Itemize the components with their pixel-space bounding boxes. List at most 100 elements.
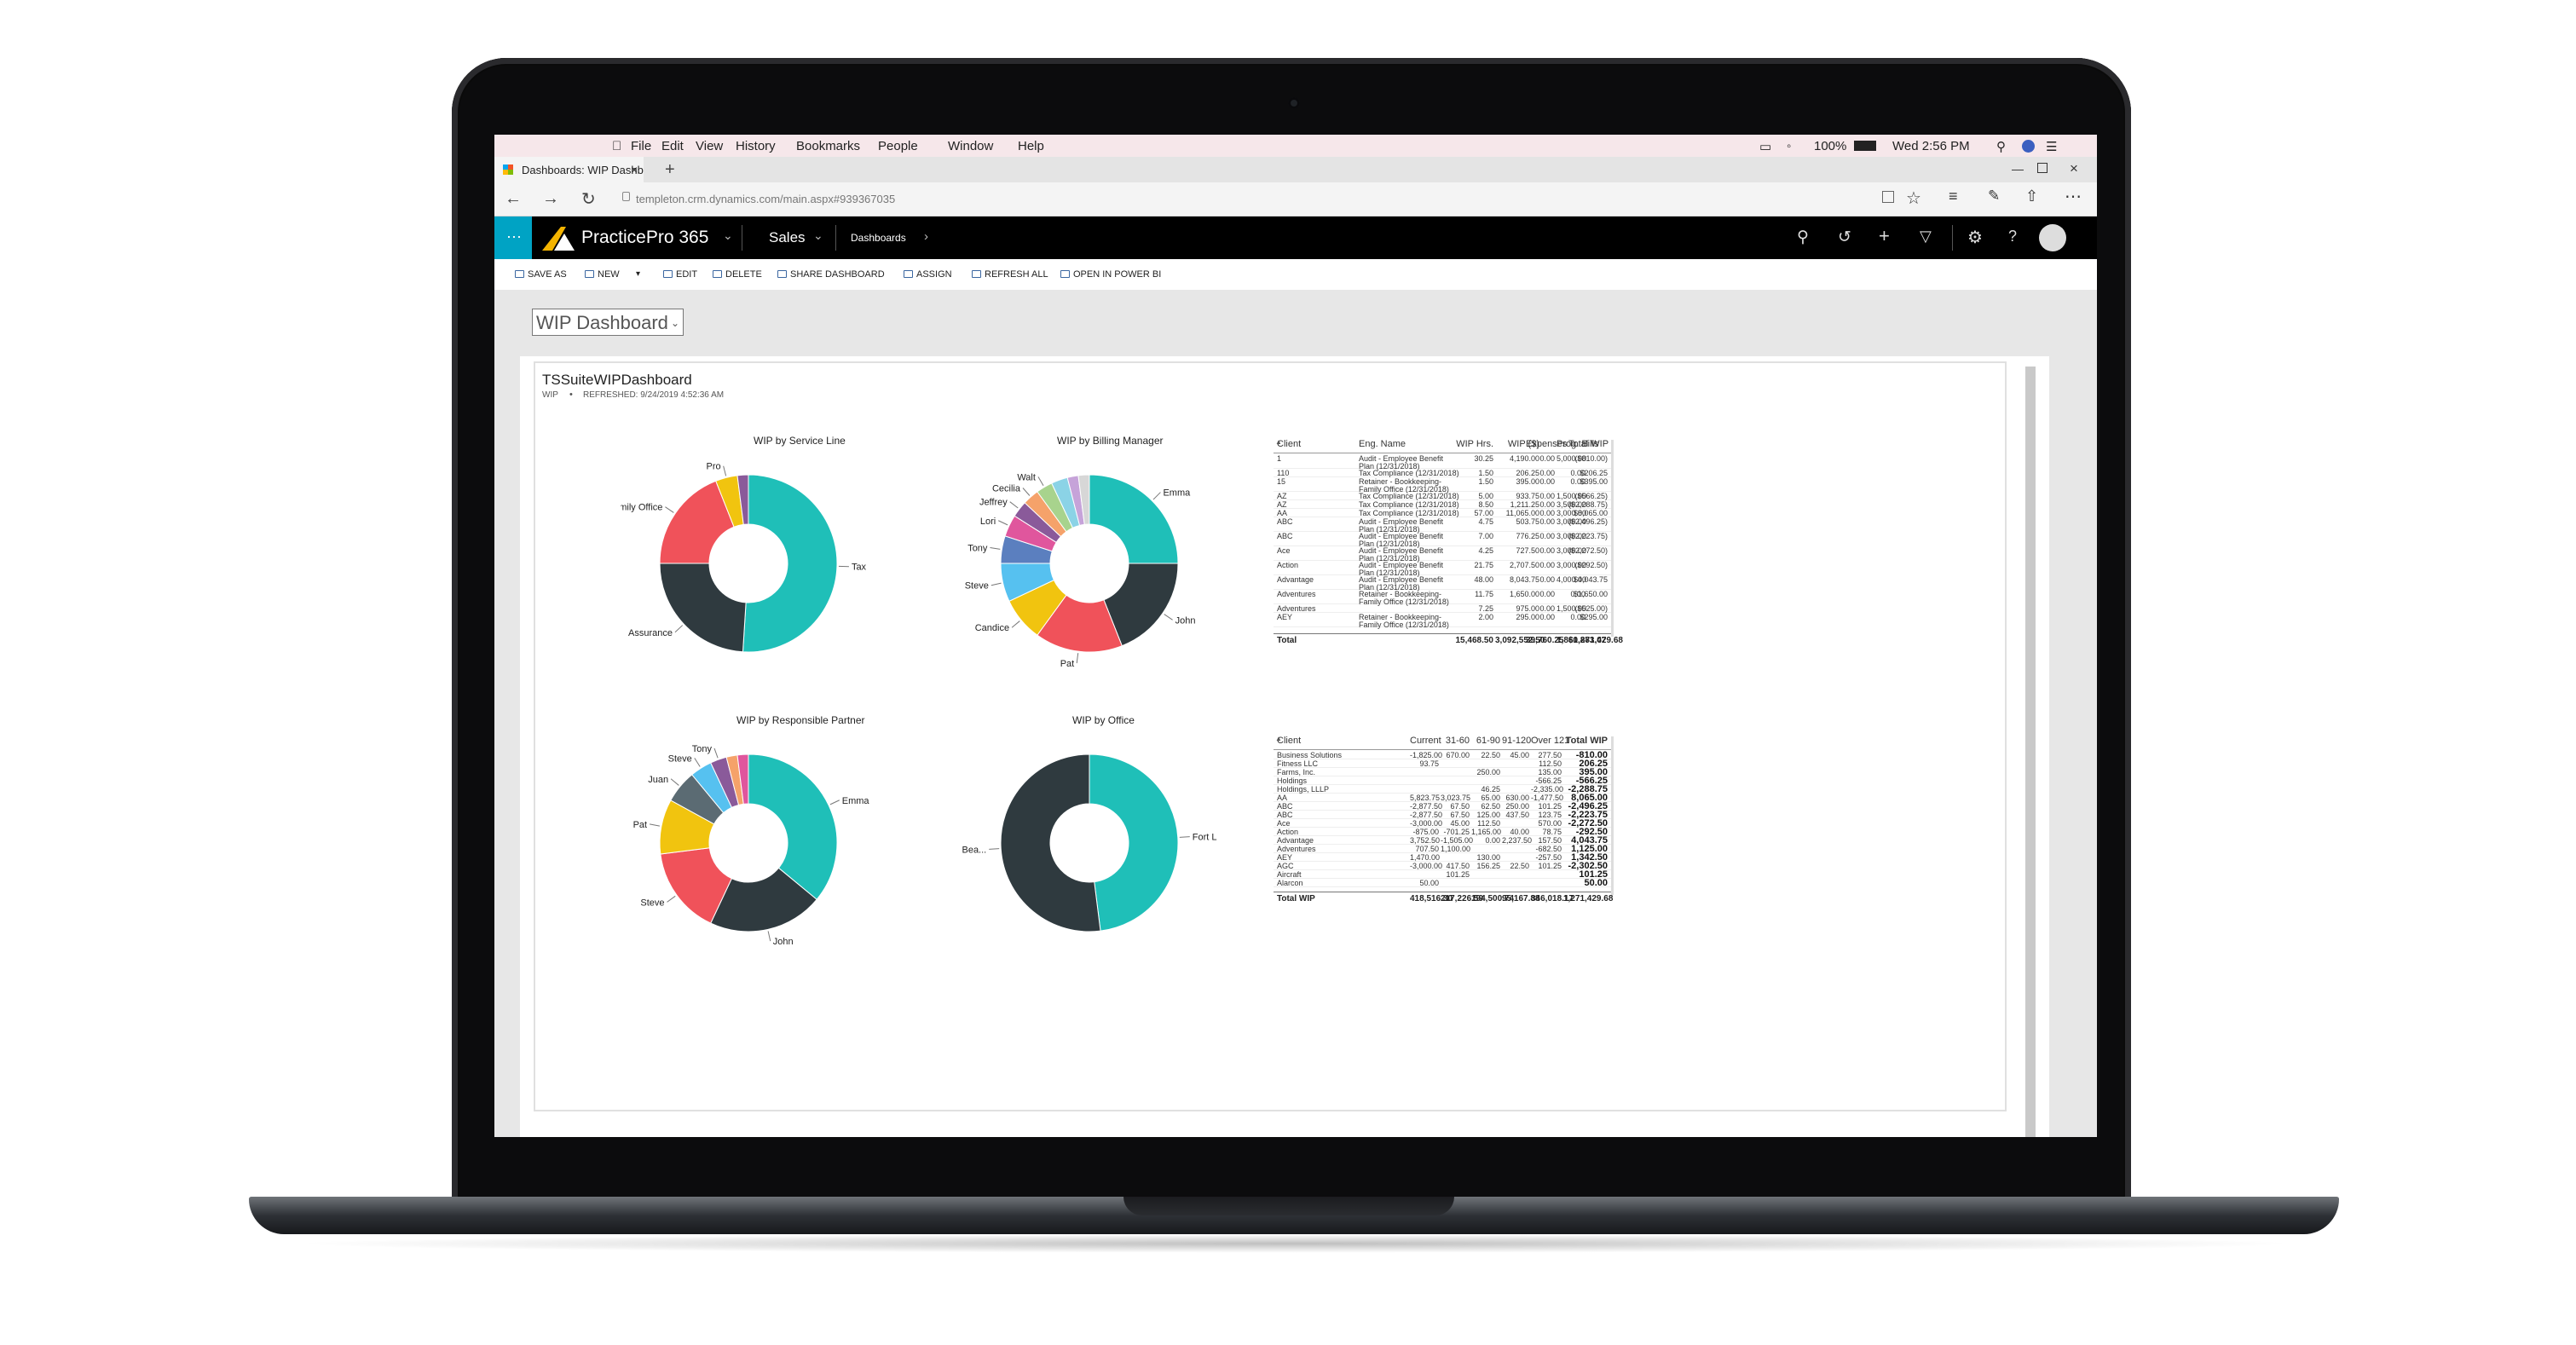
close-tab-icon[interactable]: × (631, 163, 638, 176)
donut-slice-tax[interactable] (742, 474, 838, 653)
forward-icon[interactable]: → (542, 189, 559, 208)
donut-slice-john[interactable] (710, 867, 817, 932)
menu-view[interactable]: View (696, 139, 724, 153)
donut-slice-family-office[interactable] (659, 480, 735, 564)
clock[interactable]: Wed 2:56 PM (1892, 139, 1970, 153)
breadcrumb-chevron-icon[interactable]: › (924, 229, 928, 244)
settings-gear-icon[interactable]: ⚙ (1967, 228, 1983, 247)
save-as-button[interactable]: SAVE AS (515, 269, 567, 280)
breadcrumb-dashboards[interactable]: Dashboards (851, 232, 906, 244)
delete-button[interactable]: DELETE (713, 269, 762, 280)
table-total-cell: $1,271,429.68 (1568, 636, 1623, 645)
open-in-power-bi-button[interactable]: OPEN IN POWER BI (1060, 269, 1161, 280)
menu-people[interactable]: People (878, 139, 918, 153)
hub-icon[interactable]: ≡ (1949, 188, 1958, 205)
close-window-icon[interactable]: × (2070, 160, 2078, 176)
report-subtitle: WIP (542, 390, 558, 400)
reading-view-icon[interactable] (1882, 191, 1894, 203)
table-cell: 110 (1277, 469, 1290, 477)
edit-button[interactable]: EDIT (663, 269, 697, 280)
address-field[interactable]: templeton.crm.dynamics.com/main.aspx#939… (622, 188, 1495, 211)
apple-icon[interactable]:  (612, 139, 621, 153)
share-dashboard-button[interactable]: SHARE DASHBOARD (777, 269, 885, 280)
table-cell: 65.00 (1481, 794, 1500, 802)
new-dropdown-icon[interactable]: ▾ (636, 269, 641, 279)
donut-slice-west-palm-bea-[interactable] (1000, 753, 1101, 932)
table-cell: -2,288.75 (1568, 784, 1608, 794)
donut-chart-service-line[interactable]: Tax Assurance Family Office Pro (621, 457, 876, 670)
dashboard-selector[interactable]: WIP Dashboard ⌄ (532, 309, 684, 336)
donut-slice-john[interactable] (1103, 563, 1179, 647)
donut-chart-billing-manager[interactable]: Emma John Pat Candice Steve Tony Lori Jeffrey Ce… (962, 457, 1217, 670)
donut-label: John (773, 937, 794, 947)
table-cell: Alarcon (1277, 879, 1303, 887)
table-cell: 0.00 (1539, 575, 1555, 584)
menu-window[interactable]: Window (948, 139, 994, 153)
airplay-icon[interactable]: ▭ (1759, 140, 1772, 154)
area-chevron-icon[interactable]: ⌄ (813, 228, 823, 242)
table-cell: $4,043.75 (1573, 575, 1608, 584)
menu-help[interactable]: Help (1018, 139, 1044, 153)
recent-icon[interactable]: ↺ (1838, 228, 1851, 246)
menu-file[interactable]: File (631, 139, 652, 153)
user-icon[interactable] (2022, 140, 2035, 153)
refresh-all-button[interactable]: REFRESH ALL (972, 269, 1048, 280)
donut-label: West Palm Bea... (962, 845, 986, 855)
donut-slice-fort-lauderdale[interactable] (1089, 753, 1179, 932)
reload-icon[interactable]: ↻ (581, 190, 596, 209)
advanced-find-icon[interactable]: ▽ (1920, 228, 1932, 245)
donut-slice-unlabeled-4[interactable] (736, 474, 749, 525)
create-icon[interactable]: + (1879, 225, 1890, 246)
maximize-window-icon[interactable] (2037, 163, 2048, 173)
table-row: Holdings -566.25 -566.25 (1274, 776, 1613, 786)
donut-slice-assurance[interactable] (659, 563, 747, 653)
table-scrollbar[interactable] (1611, 440, 1614, 637)
favorite-star-icon[interactable]: ☆ (1906, 189, 1921, 208)
search-icon[interactable]: ⚲ (1797, 228, 1809, 246)
spotlight-icon[interactable]: ⚲ (1996, 140, 2006, 154)
table-cell: 1,500.00 (1557, 492, 1587, 500)
sort-icon[interactable]: ▲ (1275, 735, 1282, 742)
donut-slice-unlabeled-12[interactable] (1077, 474, 1090, 525)
table-total-cell: 346,018.17 (1531, 894, 1574, 903)
browser-tab[interactable]: Dashboards: WIP Dashb × (494, 157, 644, 182)
help-icon[interactable]: ? (2008, 228, 2018, 245)
table-header-cell: WIP ($) (1507, 439, 1539, 449)
table-cell: 503.75 (1516, 517, 1539, 526)
donut-slice-emma[interactable] (1089, 474, 1179, 564)
app-chevron-icon[interactable]: ⌄ (723, 228, 733, 242)
menu-bookmarks[interactable]: Bookmarks (796, 139, 861, 153)
dashboard-scrollbar[interactable] (2025, 367, 2036, 1137)
back-icon[interactable]: ← (505, 189, 522, 208)
lock-icon (622, 192, 630, 201)
table-header-row: Client Current 31-60 61-90 91-120 Over 121 Tot… (1274, 733, 1613, 750)
area-sales[interactable]: Sales (769, 229, 806, 245)
battery-percent[interactable]: 100% (1814, 139, 1847, 153)
sort-icon[interactable]: ▲ (1275, 438, 1282, 446)
web-note-icon[interactable]: ✎ (1988, 188, 2001, 204)
share-icon[interactable]: ⇧ (2025, 188, 2039, 205)
more-icon[interactable]: ⋯ (2065, 188, 2082, 206)
table-cell: 7.25 (1478, 604, 1493, 613)
menu-history[interactable]: History (736, 139, 776, 153)
menu-edit[interactable]: Edit (661, 139, 684, 153)
donut-chart-office[interactable]: Fort Lauderdale West Palm Bea... (962, 736, 1217, 950)
app-launcher-button[interactable]: ⋯ (494, 216, 532, 259)
new-button[interactable]: NEW (585, 269, 620, 280)
donut-slice-emma[interactable] (748, 753, 838, 900)
table-cell: 437.50 (1505, 811, 1529, 819)
notification-center-icon[interactable]: ☰ (2046, 140, 2058, 154)
user-avatar[interactable] (2039, 224, 2066, 251)
new-tab-button[interactable]: + (665, 160, 675, 179)
donut-slice-unlabeled-8[interactable] (736, 753, 749, 805)
table-cell: 933.75 (1516, 492, 1539, 500)
minimize-window-icon[interactable]: — (2012, 162, 2024, 176)
table-cell: 250.00 (1476, 768, 1500, 776)
app-name[interactable]: PracticePro 365 (581, 228, 709, 247)
table-scrollbar[interactable] (1611, 736, 1614, 895)
edit-icon (663, 270, 673, 278)
assign-button[interactable]: ASSIGN (904, 269, 952, 280)
chart-title-service-line: WIP by Service Line (754, 435, 846, 447)
wifi-icon[interactable]: ◦ (1787, 139, 1792, 153)
